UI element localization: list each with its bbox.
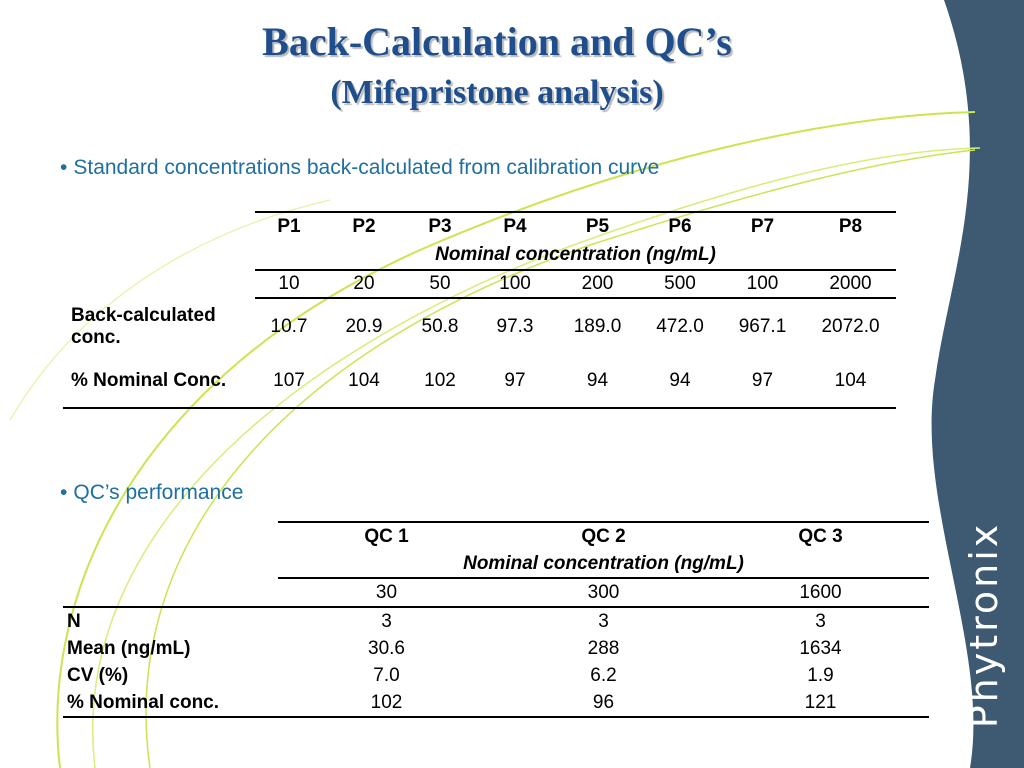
table-cell: 472.0	[656, 316, 704, 337]
row-label: Back-calculated conc.	[71, 304, 216, 348]
bullet-qc: • QC’s performance	[60, 481, 243, 505]
standards-table: P1 P2 P3 P4 P5 P6 P7 P8 Nominal concentr…	[63, 211, 896, 409]
table-cell: 20.9	[345, 316, 383, 337]
row-label: CV (%)	[67, 664, 129, 686]
table-cell: 3	[278, 606, 495, 635]
table-cell: 94	[555, 355, 640, 409]
table-corner-cell	[63, 212, 255, 241]
nominal-value: 1600	[712, 577, 929, 608]
nominal-caption: Nominal concentration (ng/mL)	[435, 244, 716, 265]
table-cell: 107	[255, 355, 323, 409]
table-cell: 288	[587, 637, 620, 659]
qc-table: QC 1 QC 2 QC 3 Nominal concentration (ng…	[63, 521, 929, 718]
table-cell: 1634	[799, 637, 842, 659]
nominal-caption: Nominal concentration (ng/mL)	[463, 552, 744, 574]
nominal-value: 10	[255, 269, 323, 299]
nominal-value: 20	[323, 269, 405, 299]
table-row: Mean (ng/mL) 30.6 288 1634	[63, 635, 929, 662]
table-cell: 94	[640, 355, 720, 409]
bullet-standards-text: Standard concentrations back-calculated …	[73, 156, 660, 179]
table-cell: 97	[475, 355, 555, 409]
table-row: N 3 3 3	[63, 606, 929, 635]
row-label: % Nominal conc.	[63, 689, 278, 718]
row-label: N	[63, 606, 278, 635]
column-header: P2	[323, 211, 405, 241]
nominal-value: 200	[555, 269, 640, 299]
column-header: P4	[475, 211, 555, 241]
table-corner-cell	[63, 522, 278, 550]
bullet-point: •	[60, 156, 68, 179]
slide-title: Back-Calculation and QC’s	[262, 19, 732, 64]
row-label: Mean (ng/mL)	[67, 637, 191, 659]
bullet-qc-text: QC’s performance	[73, 481, 244, 504]
table-row: Back-calculated conc. 10.7 20.9 50.8 97.…	[63, 298, 896, 355]
table-cell: 7.0	[373, 664, 400, 686]
nominal-value: 30	[278, 577, 495, 608]
table-cell: 3	[495, 606, 712, 635]
table-row: % Nominal Conc. 107 104 102 97 94 94 97 …	[63, 355, 896, 409]
table-cell: 102	[278, 689, 495, 718]
table-cell: 967.1	[738, 316, 787, 337]
table-cell: 30.6	[368, 637, 405, 659]
green-curve-1	[56, 111, 976, 768]
column-header: P7	[720, 211, 805, 241]
nominal-value: 100	[475, 269, 555, 299]
brand-side-panel	[931, 0, 1024, 768]
nominal-value: 100	[720, 269, 805, 299]
table-row: % Nominal conc. 102 96 121	[63, 689, 929, 718]
table-cell: 104	[805, 355, 896, 409]
nominal-value: 300	[495, 577, 712, 608]
table-cell: 1.9	[807, 664, 834, 686]
phytronix-logo: Phytronix	[962, 521, 1006, 729]
table-cell: 10.7	[270, 316, 308, 337]
table-cell: 102	[405, 355, 475, 409]
table-cell: 189.0	[573, 316, 622, 337]
table-cell: 121	[712, 689, 929, 718]
table-cell: 97	[720, 355, 805, 409]
column-header: QC 3	[712, 521, 929, 550]
table-cell: 104	[323, 355, 405, 409]
column-header: P1	[255, 211, 323, 241]
column-header: QC 2	[495, 521, 712, 550]
column-header: P3	[405, 211, 475, 241]
table-cell: 6.2	[590, 664, 617, 686]
table-cell: 96	[495, 689, 712, 718]
column-header: P6	[640, 211, 720, 241]
column-header: QC 1	[278, 521, 495, 550]
column-header: P5	[555, 211, 640, 241]
column-header: P8	[805, 211, 896, 241]
table-cell: 50.8	[421, 316, 459, 337]
slide-subtitle: (Mifepristone analysis)	[330, 74, 664, 111]
nominal-value: 50	[405, 269, 475, 299]
bullet-standards: • Standard concentrations back-calculated…	[60, 156, 659, 180]
table-row: CV (%) 7.0 6.2 1.9	[63, 662, 929, 689]
row-label: % Nominal Conc.	[63, 355, 255, 409]
table-cell: 3	[712, 606, 929, 635]
nominal-value: 500	[640, 269, 720, 299]
table-cell: 97.3	[496, 316, 534, 337]
bullet-point: •	[60, 481, 68, 504]
nominal-value: 2000	[805, 269, 896, 299]
table-cell: 2072.0	[821, 316, 880, 337]
